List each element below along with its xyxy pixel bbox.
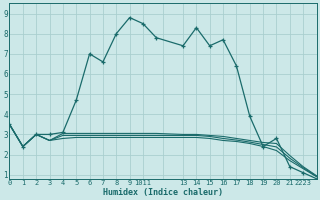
X-axis label: Humidex (Indice chaleur): Humidex (Indice chaleur) [103, 188, 223, 197]
